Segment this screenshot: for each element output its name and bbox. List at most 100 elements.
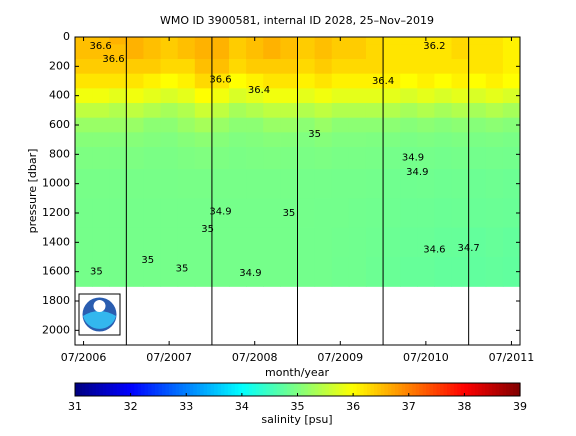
salinity-cell [109, 117, 127, 133]
salinity-cell [400, 257, 418, 287]
salinity-cell [502, 103, 520, 119]
colorbar-swatch [412, 383, 417, 396]
salinity-cell [109, 147, 127, 170]
salinity-cell [314, 198, 333, 229]
y-tick-label: 1000 [42, 177, 70, 190]
salinity-cell [348, 88, 367, 104]
colorbar-swatch [134, 383, 139, 396]
colorbar-swatch [78, 383, 83, 396]
salinity-cell [468, 59, 487, 75]
salinity-cell [451, 257, 470, 287]
colorbar-swatch [499, 383, 504, 396]
salinity-cell [468, 103, 487, 119]
salinity-cell [314, 88, 333, 104]
salinity-cell [75, 227, 93, 258]
salinity-cell [211, 227, 230, 258]
salinity-cell [246, 147, 264, 170]
salinity-cell [194, 257, 213, 287]
salinity-cell [434, 44, 453, 60]
salinity-cell [75, 59, 93, 75]
salinity-cell [263, 59, 281, 75]
x-tick-label: 07/2008 [232, 351, 278, 364]
salinity-cell [75, 169, 93, 199]
salinity-cell [109, 257, 127, 287]
salinity-cell [229, 132, 247, 148]
salinity-cell [143, 227, 162, 258]
colorbar-swatch [342, 383, 347, 396]
salinity-cell [160, 227, 179, 258]
salinity-cell [365, 37, 384, 45]
salinity-cell [468, 198, 487, 229]
salinity-cell [451, 73, 470, 89]
salinity-cell [109, 59, 127, 75]
colorbar-swatch [314, 383, 319, 396]
colorbar-swatch [144, 383, 149, 396]
colorbar-swatch [485, 383, 490, 396]
salinity-cell [297, 227, 316, 258]
salinity-cell [400, 132, 418, 148]
salinity-cell [229, 37, 247, 45]
salinity-cell [177, 169, 196, 199]
salinity-cell [246, 103, 264, 119]
salinity-cell [297, 73, 316, 89]
salinity-cell [400, 73, 418, 89]
salinity-cell [297, 132, 316, 148]
salinity-cell [331, 132, 350, 148]
salinity-cell [417, 88, 435, 104]
salinity-cell [211, 169, 230, 199]
salinity-cell [160, 103, 179, 119]
salinity-cell [502, 169, 520, 199]
salinity-cell [246, 44, 264, 60]
salinity-cell [211, 37, 230, 45]
colorbar-swatch [307, 383, 313, 396]
colorbar-swatch [287, 383, 292, 396]
salinity-cell [434, 227, 453, 258]
salinity-cell [160, 73, 179, 89]
salinity-cell [160, 147, 179, 170]
colorbar-swatch [471, 383, 476, 396]
salinity-cell [314, 37, 333, 45]
salinity-cell [297, 147, 316, 170]
y-tick-label: 1400 [42, 235, 70, 248]
y-tick-label: 1200 [42, 206, 70, 219]
colorbar-swatch [88, 383, 93, 396]
salinity-cell [126, 88, 144, 104]
salinity-cell [263, 169, 281, 199]
colorbar-swatch [182, 383, 187, 396]
salinity-cell [211, 44, 230, 60]
salinity-cell [92, 103, 110, 119]
salinity-cell [92, 37, 110, 45]
salinity-cell [348, 103, 367, 119]
colorbar-swatch [464, 383, 469, 396]
salinity-cell [263, 227, 281, 258]
salinity-cell [314, 73, 333, 89]
colorbar-swatch [349, 383, 354, 396]
salinity-cell [383, 198, 401, 229]
salinity-cell [451, 117, 470, 133]
salinity-cell [109, 44, 127, 60]
contour-label: 34.9 [239, 268, 261, 279]
colorbar-swatch [141, 383, 146, 396]
colorbar-swatch [168, 383, 173, 396]
field [75, 37, 520, 287]
salinity-cell [434, 37, 453, 45]
colorbar-swatch [221, 383, 226, 396]
contour-label: 36.4 [372, 76, 394, 87]
contour-label: 35 [176, 264, 189, 275]
colorbar-swatch [408, 383, 413, 396]
salinity-cell [451, 37, 470, 45]
salinity-cell [177, 103, 196, 119]
salinity-cell [194, 88, 213, 104]
salinity-cell [280, 44, 298, 60]
salinity-cell [417, 103, 435, 119]
salinity-cell [211, 117, 230, 133]
salinity-cell [75, 117, 93, 133]
salinity-cell [314, 147, 333, 170]
salinity-cell [229, 44, 247, 60]
salinity-cell [348, 73, 367, 89]
colorbar-swatch [266, 383, 271, 396]
salinity-cell [400, 147, 418, 170]
salinity-cell [348, 147, 367, 170]
salinity-cell [451, 59, 470, 75]
salinity-cell [314, 103, 333, 119]
